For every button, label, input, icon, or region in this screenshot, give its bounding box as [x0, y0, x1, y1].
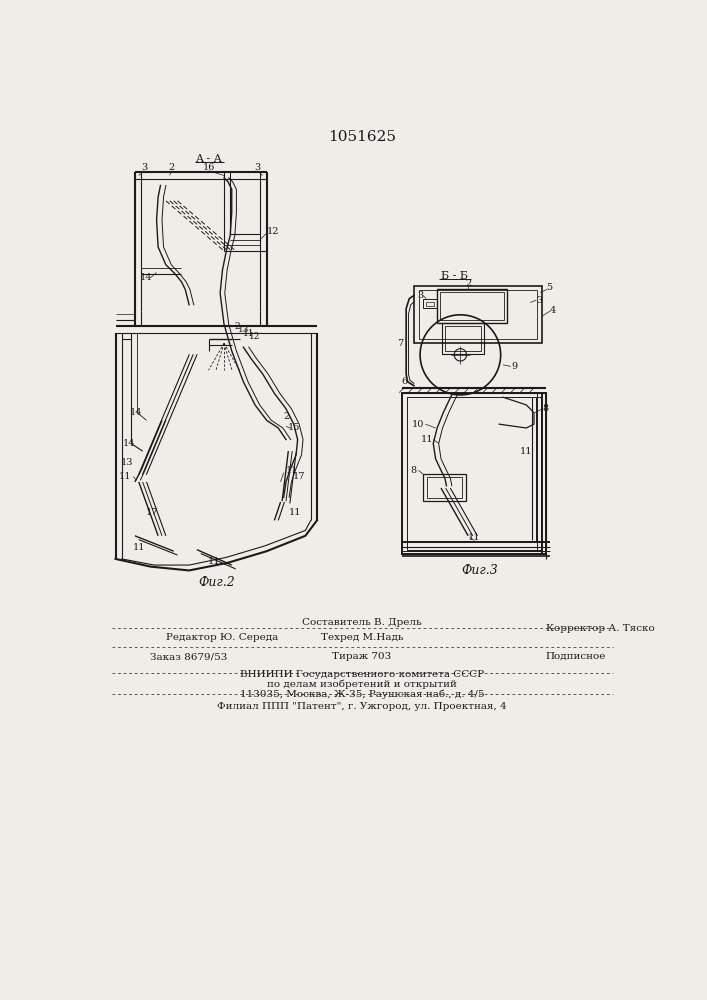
Text: Филиал ППП "Патент", г. Ужгород, ул. Проектная, 4: Филиал ППП "Патент", г. Ужгород, ул. Про…: [217, 702, 507, 711]
Text: по делам изобретений и открытий: по делам изобретений и открытий: [267, 680, 457, 689]
Text: Б - Б: Б - Б: [440, 271, 467, 281]
Text: 2: 2: [168, 163, 175, 172]
Bar: [442, 323, 484, 354]
Text: Фиг.3: Фиг.3: [462, 564, 498, 577]
Bar: [407, 397, 541, 550]
Text: 14: 14: [122, 439, 135, 448]
Bar: [423, 474, 466, 501]
Text: Заказ 8679/53: Заказ 8679/53: [151, 652, 228, 661]
Text: 11: 11: [520, 447, 532, 456]
Text: 11: 11: [132, 543, 145, 552]
Text: Редактор Ю. Середа: Редактор Ю. Середа: [166, 633, 278, 642]
Text: Техред М.Надь: Техред М.Надь: [321, 633, 403, 642]
Text: Тираж 703: Тираж 703: [332, 652, 392, 661]
Text: 11: 11: [119, 472, 131, 481]
Text: Подписное: Подписное: [546, 652, 606, 661]
Text: 17: 17: [146, 508, 158, 517]
Text: 1051625: 1051625: [328, 130, 396, 144]
Text: 16: 16: [202, 163, 215, 172]
Text: 8: 8: [411, 466, 417, 475]
Text: 17: 17: [293, 472, 305, 481]
Text: 11: 11: [208, 557, 220, 566]
Text: 113035, Москва, Ж-35, Раушская наб., д. 4/5: 113035, Москва, Ж-35, Раушская наб., д. …: [240, 690, 484, 699]
Text: ВНИИПИ Государственного комитета СССР: ВНИИПИ Государственного комитета СССР: [240, 670, 484, 679]
Text: 3: 3: [537, 296, 542, 305]
Bar: [437, 289, 507, 323]
Text: 2: 2: [234, 322, 240, 331]
Text: 6: 6: [402, 377, 408, 386]
Text: 11: 11: [243, 329, 255, 338]
Text: 5: 5: [547, 283, 553, 292]
Text: 13: 13: [238, 325, 249, 334]
Text: 11: 11: [286, 466, 298, 475]
Text: Составитель В. Дрель: Составитель В. Дрель: [302, 618, 422, 627]
Text: 8: 8: [542, 404, 549, 413]
Bar: [427, 477, 462, 498]
Bar: [426, 302, 434, 306]
Text: A - A: A - A: [195, 153, 222, 163]
Text: 9: 9: [512, 362, 518, 371]
Text: 3: 3: [417, 291, 423, 300]
Text: 12: 12: [267, 227, 279, 236]
Text: 11: 11: [421, 435, 433, 444]
Text: 3: 3: [255, 163, 260, 172]
Text: 4: 4: [550, 306, 556, 315]
Text: 2: 2: [283, 412, 289, 421]
Text: 2: 2: [465, 279, 472, 288]
Text: 7: 7: [397, 339, 403, 348]
Text: 11: 11: [468, 533, 481, 542]
Text: Корректор А. Тяско: Корректор А. Тяско: [546, 624, 655, 633]
Bar: [445, 326, 481, 351]
Text: 12: 12: [250, 332, 261, 341]
Text: 3: 3: [141, 163, 147, 172]
Bar: [414, 286, 542, 343]
Text: 14: 14: [140, 273, 153, 282]
Bar: [423, 299, 437, 308]
Bar: [402, 393, 546, 554]
Bar: [419, 290, 537, 339]
Text: 14: 14: [130, 408, 143, 417]
Text: 13: 13: [121, 458, 134, 467]
Text: 15: 15: [288, 424, 300, 432]
Bar: [440, 292, 504, 320]
Text: 10: 10: [411, 420, 424, 429]
Text: 11: 11: [288, 508, 300, 517]
Text: Фиг.2: Фиг.2: [198, 576, 235, 588]
